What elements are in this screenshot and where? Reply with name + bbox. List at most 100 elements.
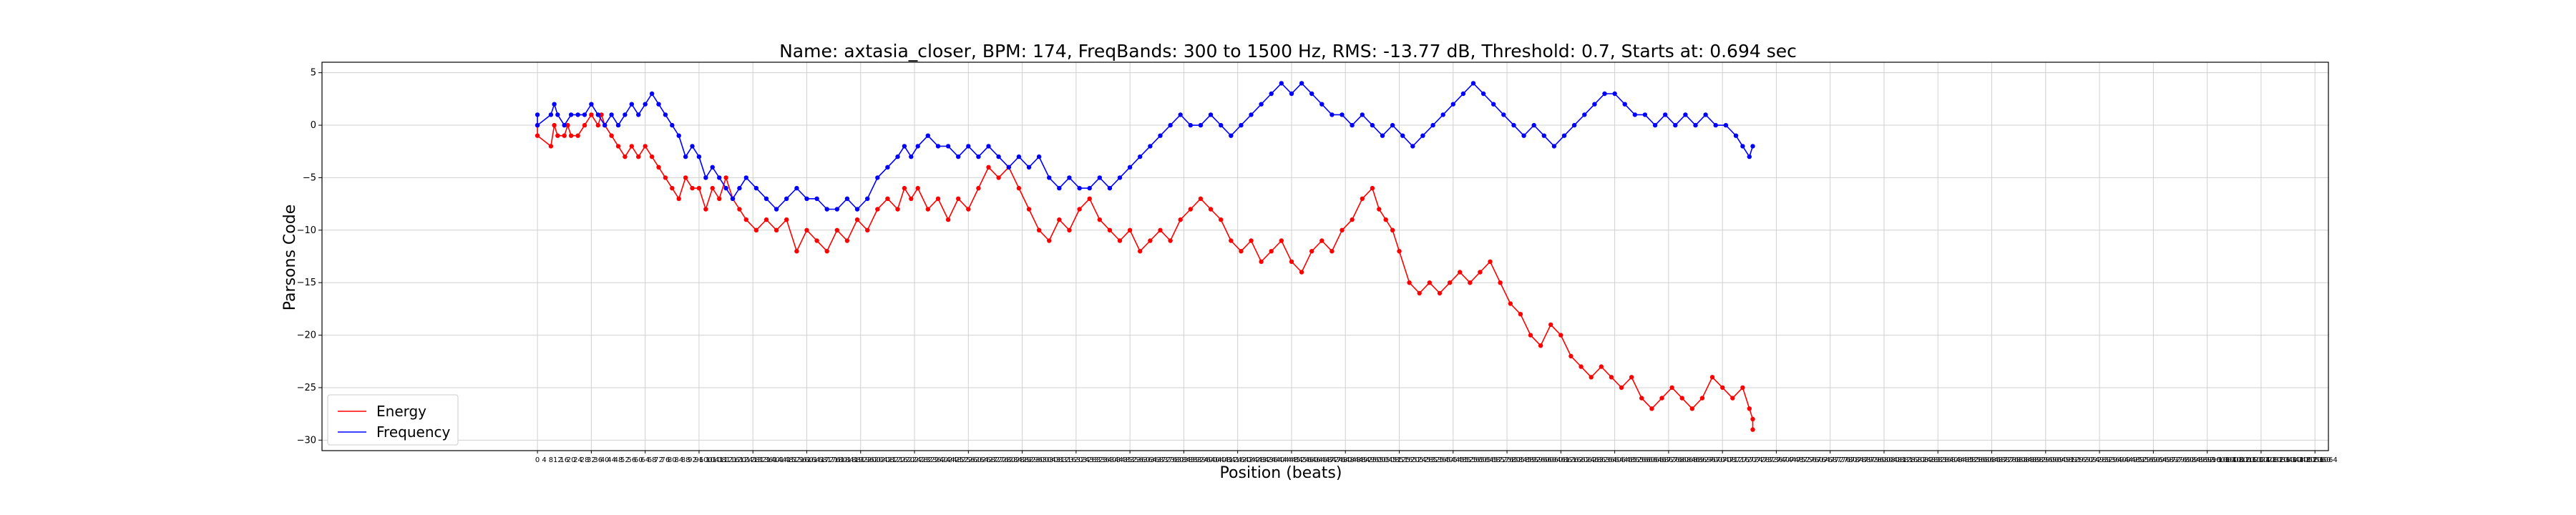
energy-point: [774, 227, 779, 232]
x-tick-label: 480: [1339, 456, 1352, 464]
frequency-point: [683, 154, 688, 160]
x-tick-label: 800: [1877, 456, 1890, 464]
x-tick-label: 924: [2086, 456, 2099, 464]
energy-point: [976, 185, 981, 191]
x-tick-label: 884: [2019, 456, 2032, 464]
x-tick-label: 80: [668, 456, 677, 464]
energy-point: [595, 122, 600, 128]
frequency-point: [1511, 122, 1516, 128]
x-tick-label: 868: [1991, 456, 2005, 464]
frequency-point: [1460, 91, 1466, 97]
frequency-point: [925, 133, 931, 138]
series-frequency: [535, 81, 1755, 212]
frequency-point: [956, 154, 961, 160]
frequency-point: [1036, 154, 1042, 160]
energy-point: [1528, 333, 1533, 338]
energy-point: [925, 207, 931, 212]
x-tick-label: 1052: [2299, 456, 2317, 464]
x-tick-label: 904: [2052, 456, 2066, 464]
frequency-point: [885, 165, 890, 170]
frequency-point: [575, 112, 580, 117]
energy-point: [1659, 396, 1664, 401]
x-tick-label: 856: [1971, 456, 1985, 464]
x-tick-label: 900: [2046, 456, 2059, 464]
x-tick-label: 708: [1722, 456, 1736, 464]
x-axis-ticks: 0 4 8 1216202428323640444852566064687276808…: [535, 451, 2338, 464]
energy-point: [552, 122, 557, 128]
x-tick-label: 844: [1951, 456, 1965, 464]
x-tick-label: 1060: [2313, 456, 2331, 464]
frequency-point: [1026, 165, 1032, 170]
frequency-point: [656, 102, 661, 107]
frequency-point: [589, 102, 594, 107]
energy-point: [548, 144, 554, 149]
frequency-point: [703, 175, 708, 180]
x-tick-label: 628: [1588, 456, 1601, 464]
energy-point: [1067, 227, 1072, 232]
x-tick-label: 416: [1231, 456, 1244, 464]
energy-point: [1740, 385, 1745, 391]
frequency-point: [1350, 122, 1355, 128]
x-tick-label: 52: [620, 456, 630, 464]
energy-point: [1478, 270, 1483, 275]
frequency-point: [1370, 122, 1375, 128]
x-tick-label: 956: [2140, 456, 2153, 464]
x-tick-label: 492: [1359, 456, 1372, 464]
frequency-point: [1208, 112, 1214, 117]
energy-point: [1417, 290, 1422, 296]
energy-point: [1609, 375, 1614, 380]
x-tick-label: 972: [2167, 456, 2180, 464]
x-tick-label: 764: [1817, 456, 1830, 464]
x-tick-label: 380: [1170, 456, 1184, 464]
x-tick-label: 252: [955, 456, 968, 464]
energy-point: [696, 185, 702, 191]
x-tick-label: 408: [1217, 456, 1231, 464]
x-tick-label: 656: [1635, 456, 1649, 464]
x-tick-label: 344: [1110, 456, 1123, 464]
x-tick-label: 304: [1043, 456, 1056, 464]
frequency-point: [1652, 122, 1658, 128]
x-tick-label: 560: [1473, 456, 1487, 464]
energy-point: [1370, 185, 1375, 191]
frequency-point: [774, 207, 779, 212]
x-tick-label: 940: [2113, 456, 2127, 464]
frequency-point: [1673, 122, 1678, 128]
x-tick-label: 112: [719, 456, 733, 464]
x-tick-label: 728: [1756, 456, 1770, 464]
x-tick-label: 368: [1150, 456, 1163, 464]
frequency-point: [814, 196, 819, 201]
frequency-point: [1713, 122, 1718, 128]
y-tick-label: −10: [297, 225, 316, 236]
energy-point: [1198, 196, 1204, 201]
x-tick-label: 752: [1797, 456, 1810, 464]
energy-point: [1579, 364, 1584, 369]
energy-point: [1168, 238, 1173, 243]
x-tick-label: 1032: [2265, 456, 2283, 464]
energy-point: [1750, 416, 1755, 422]
energy-point: [609, 133, 614, 138]
frequency-line: [537, 82, 1754, 210]
x-tick-label: 696: [1702, 456, 1716, 464]
energy-point: [1377, 207, 1382, 212]
x-tick-label: 944: [2119, 456, 2133, 464]
frequency-point: [1430, 122, 1435, 128]
frequency-point: [1491, 102, 1496, 107]
x-tick-label: 840: [1945, 456, 1958, 464]
energy-point: [636, 154, 641, 160]
x-tick-label: 988: [2194, 456, 2207, 464]
energy-point: [1057, 217, 1062, 222]
x-tick-label: 424: [1244, 456, 1258, 464]
x-tick-label: 132: [753, 456, 766, 464]
frequency-point: [1400, 133, 1405, 138]
energy-point: [629, 144, 634, 149]
energy-point: [737, 207, 742, 212]
energy-point: [690, 185, 695, 191]
x-tick-label: 332: [1090, 456, 1103, 464]
x-tick-label: 624: [1581, 456, 1594, 464]
x-tick-label: 772: [1830, 456, 1844, 464]
x-tick-label: 664: [1649, 456, 1662, 464]
frequency-point: [649, 91, 655, 97]
energy-point: [1508, 301, 1513, 306]
energy-point: [710, 185, 715, 191]
x-tick-label: 400: [1204, 456, 1217, 464]
